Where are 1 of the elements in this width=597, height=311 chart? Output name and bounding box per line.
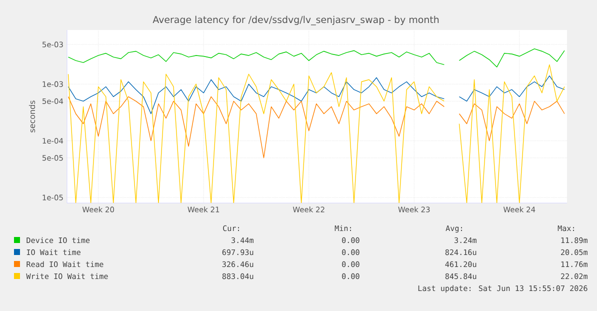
chart-title: Average latency for /dev/ssdvg/lv_senjasrv_swap - by month	[152, 16, 439, 26]
